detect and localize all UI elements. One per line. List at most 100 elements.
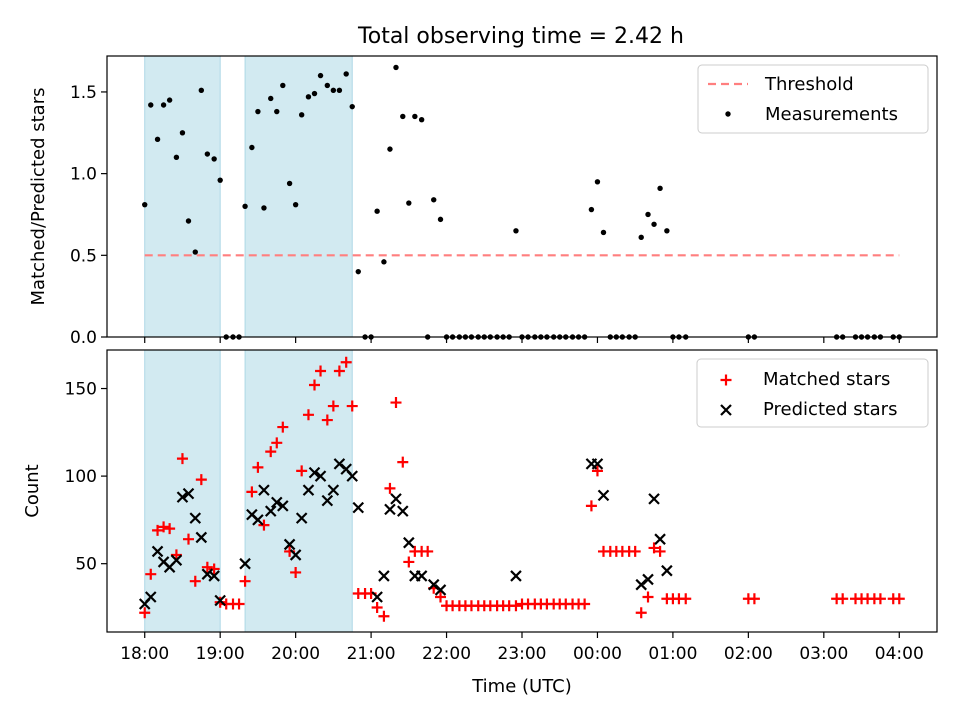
matched-star-marker: [315, 365, 327, 377]
matched-star-marker: [403, 556, 415, 568]
predicted-star-marker: [346, 470, 359, 482]
matched-star-marker: [309, 379, 320, 391]
measurement-point: [349, 103, 355, 110]
measurement-point: [255, 108, 261, 115]
matched-star-marker: [642, 591, 654, 603]
count-y-axis: 50 100 150: [65, 380, 107, 575]
predicted-star-marker: [277, 500, 289, 512]
matched-star-marker: [252, 461, 264, 473]
matched-star-marker: [390, 397, 402, 409]
predicted-star-marker: [170, 554, 183, 566]
predicted-star-marker: [371, 591, 383, 603]
measurement-point: [148, 102, 154, 108]
predicted-star-marker: [195, 531, 208, 544]
observing-interval-1: [144, 55, 221, 338]
measurement-point: [217, 177, 223, 183]
count-y-label: Count: [22, 464, 43, 517]
matched-star-marker: [435, 591, 447, 603]
matched-star-marker: [333, 365, 345, 377]
measurement-point: [317, 72, 324, 79]
matched-star-marker: [346, 400, 358, 412]
predicted-star-marker: [270, 496, 283, 509]
measurement-point: [594, 179, 601, 185]
matched-star-marker: [145, 568, 157, 580]
matched-star-marker: [654, 545, 666, 557]
predicted-star-marker: [314, 470, 327, 482]
measurement-point: [588, 206, 595, 213]
measurement-point: [324, 82, 331, 89]
x-tick-label: 22:00: [422, 644, 471, 664]
y-tick-label: 100: [65, 467, 97, 487]
measurement-point: [179, 130, 186, 136]
measurement-point: [166, 97, 173, 103]
measurement-point: [204, 151, 211, 157]
predicted-star-marker: [321, 494, 334, 507]
matched-star-marker: [258, 519, 270, 531]
legend-threshold-label: Threshold: [764, 74, 854, 95]
matched-star-marker: [139, 607, 151, 619]
measurement-point: [268, 95, 274, 102]
measurement-point: [292, 201, 299, 208]
measurement-point: [336, 87, 343, 94]
observing-intervals: [144, 349, 353, 633]
measurement-point: [305, 94, 312, 100]
matched-star-marker: [635, 607, 647, 619]
count-legend: Matched stars Predicted stars: [696, 358, 929, 428]
legend-box: [696, 358, 929, 428]
measurement-point: [280, 82, 286, 89]
predicted-star-marker: [434, 584, 447, 596]
matched-star-marker: [189, 575, 201, 587]
matched-star-marker: [378, 610, 390, 622]
matched-star-marker: [397, 456, 409, 468]
x-tick-label: 01:00: [648, 644, 697, 664]
measurement-point: [173, 154, 180, 160]
x-tick-label: 23:00: [498, 644, 547, 664]
measurement-point: [387, 146, 393, 152]
measurement-point: [645, 211, 651, 218]
legend-matched-swatch: [720, 374, 732, 386]
matched-star-marker: [629, 545, 641, 557]
ratio-x-ticks: [144, 337, 900, 343]
predicted-star-marker: [378, 570, 390, 582]
legend-predicted-label: Predicted stars: [763, 399, 897, 420]
matched-star-marker: [422, 545, 434, 557]
matched-star-marker: [277, 421, 289, 433]
matched-star-marker: [152, 524, 164, 536]
legend-measurement-swatch: [725, 111, 731, 117]
matched-star-marker: [214, 596, 226, 608]
predicted-star-marker: [661, 564, 673, 577]
measurement-point: [211, 156, 217, 162]
predicted-star-marker: [302, 484, 315, 496]
predicted-star-marker: [214, 594, 226, 607]
measurement-point: [437, 216, 444, 223]
predicted-star-marker: [397, 505, 409, 517]
predicted-star-marker: [176, 491, 189, 503]
predicted-star-marker: [510, 570, 522, 582]
matched-star-marker: [290, 566, 302, 578]
y-tick-label: 0.0: [70, 328, 97, 348]
predicted-star-marker: [327, 484, 340, 496]
time-x-label: Time (UTC): [471, 676, 572, 697]
predicted-star-marker: [352, 501, 365, 514]
predicted-star-marker: [258, 484, 270, 496]
y-tick-label: 50: [75, 555, 97, 575]
legend-measurements-label: Measurements: [765, 104, 898, 125]
matched-star-marker: [176, 453, 188, 465]
predicted-star-marker: [208, 570, 220, 582]
measurement-point: [198, 87, 205, 94]
predicted-star-markers: [138, 458, 673, 610]
measurement-point: [513, 228, 519, 234]
count-panel: 50 100 150 18:00 19:00 20:00 21:00 22:00 23:00 0…: [22, 349, 938, 697]
matched-star-marker: [208, 563, 220, 575]
matched-star-marker: [648, 542, 660, 554]
measurement-point: [412, 113, 418, 120]
matched-star-marker: [164, 523, 176, 535]
matched-star-marker: [327, 400, 339, 412]
measurement-point: [638, 234, 644, 241]
matched-star-marker: [384, 482, 396, 494]
measurement-point: [343, 71, 349, 77]
measurement-point: [286, 180, 293, 187]
ratio-panel: 0.0 0.5 1.0 1.5 Matched/Predicted stars Thr…: [28, 55, 938, 348]
matched-star-marker: [302, 409, 314, 421]
matched-star-marker: [748, 593, 760, 605]
